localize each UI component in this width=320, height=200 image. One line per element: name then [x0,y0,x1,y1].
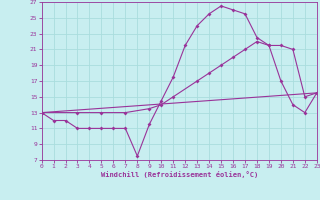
X-axis label: Windchill (Refroidissement éolien,°C): Windchill (Refroidissement éolien,°C) [100,171,258,178]
